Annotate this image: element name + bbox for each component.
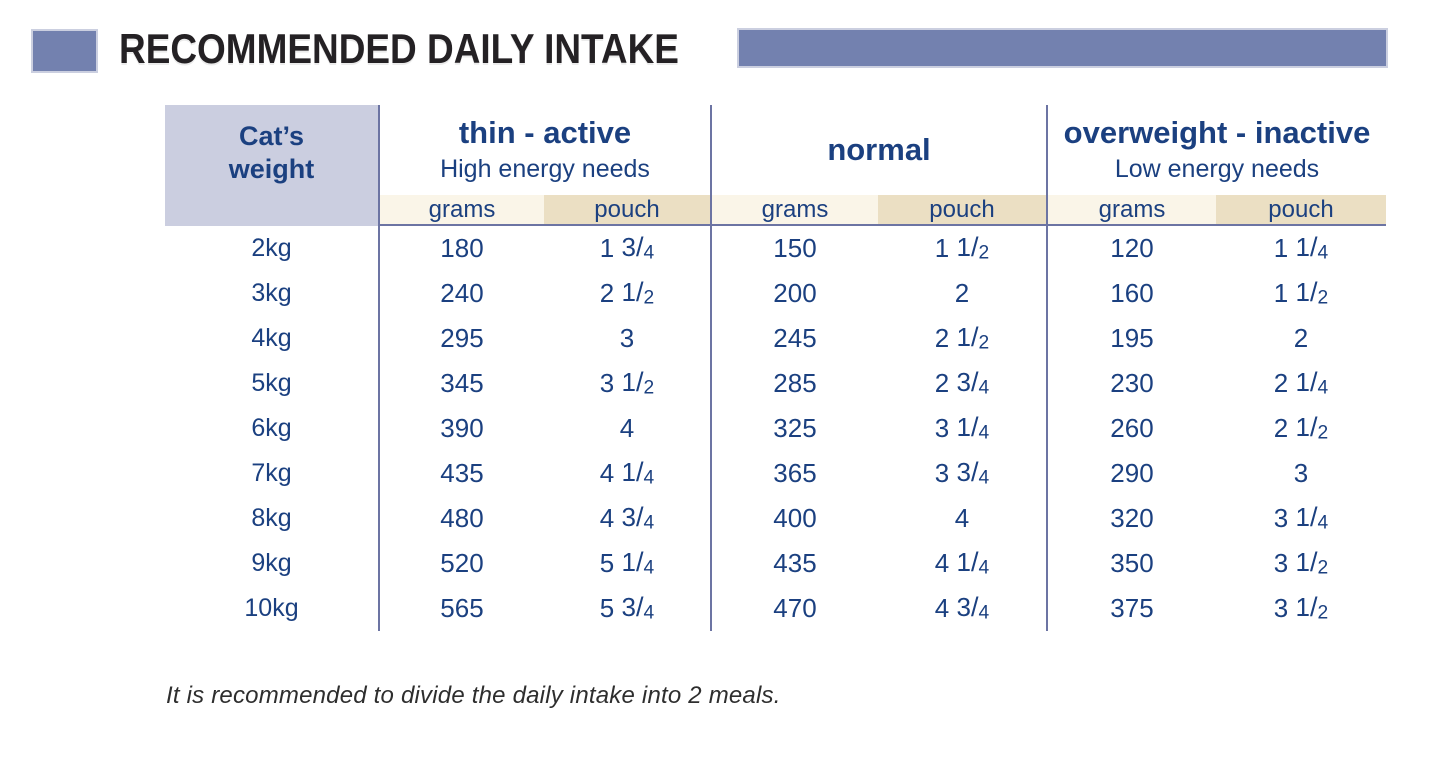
grams-cell: 400 xyxy=(710,496,878,541)
pouch-cell: 3 xyxy=(619,323,635,353)
grams-cell: 565 xyxy=(378,586,544,631)
pouch-cell: 4 1/4 xyxy=(599,457,655,489)
pouch-cell: 2 1/2 xyxy=(1273,412,1329,444)
grams-cell: 260 xyxy=(1046,406,1216,451)
section-subtitle: Low energy needs xyxy=(1114,155,1320,184)
grams-cell: 375 xyxy=(1046,586,1216,631)
grams-cell: 285 xyxy=(710,361,878,406)
grams-cell: 295 xyxy=(378,316,544,361)
grams-cell: 180 xyxy=(378,226,544,271)
pouch-cell: 1 1/4 xyxy=(1273,232,1329,264)
pouch-cell: 1 1/2 xyxy=(1273,277,1329,309)
pouch-cell: 2 3/4 xyxy=(934,367,990,399)
weight-header-line1: Cat’s xyxy=(238,121,305,152)
pouch-cell: 4 xyxy=(954,503,970,533)
section-header-normal: normal xyxy=(710,105,1046,195)
section-header-thin-active: thin - active High energy needs xyxy=(378,105,710,195)
weight-header-line2: weight xyxy=(228,153,315,184)
grams-cell: 150 xyxy=(710,226,878,271)
page-title: RECOMMENDED DAILY INTAKE xyxy=(119,25,679,72)
pouch-cell: 2 xyxy=(954,278,970,308)
weight-cell: 7kg xyxy=(251,459,292,487)
grams-cell: 230 xyxy=(1046,361,1216,406)
footer-note: It is recommended to divide the daily in… xyxy=(166,682,781,709)
grams-cell: 350 xyxy=(1046,541,1216,586)
grams-column-header: grams xyxy=(710,195,878,226)
pouch-cell: 4 xyxy=(619,413,635,443)
pouch-cell: 4 3/4 xyxy=(599,502,655,534)
weight-cell: 9kg xyxy=(251,549,292,577)
pouch-cell: 2 1/2 xyxy=(934,322,990,354)
weight-cell: 2kg xyxy=(251,234,292,262)
pouch-cell: 3 1/4 xyxy=(934,412,990,444)
grams-cell: 320 xyxy=(1046,496,1216,541)
weight-cell: 6kg xyxy=(251,414,292,442)
pouch-cell: 3 xyxy=(1293,458,1309,488)
weight-cell: 5kg xyxy=(251,369,292,397)
grams-cell: 520 xyxy=(378,541,544,586)
grams-cell: 240 xyxy=(378,271,544,316)
pouch-cell: 2 1/4 xyxy=(1273,367,1329,399)
pouch-cell: 1 1/2 xyxy=(934,232,990,264)
grams-cell: 345 xyxy=(378,361,544,406)
weight-cell: 8kg xyxy=(251,504,292,532)
grams-cell: 325 xyxy=(710,406,878,451)
grams-cell: 245 xyxy=(710,316,878,361)
pouch-cell: 2 xyxy=(1293,323,1309,353)
section-header-overweight-inactive: overweight - inactive Low energy needs xyxy=(1046,105,1386,195)
weight-cell: 3kg xyxy=(251,279,292,307)
section-title: thin - active xyxy=(458,114,632,150)
grams-cell: 200 xyxy=(710,271,878,316)
pouch-cell: 4 3/4 xyxy=(934,592,990,624)
title-accent-square xyxy=(31,29,98,73)
weight-cell: 4kg xyxy=(251,324,292,352)
grams-cell: 390 xyxy=(378,406,544,451)
grams-cell: 480 xyxy=(378,496,544,541)
section-title: overweight - inactive xyxy=(1063,114,1371,150)
pouch-column-header: pouch xyxy=(1216,195,1386,226)
grams-cell: 435 xyxy=(710,541,878,586)
pouch-cell: 3 3/4 xyxy=(934,457,990,489)
grams-cell: 120 xyxy=(1046,226,1216,271)
pouch-column-header: pouch xyxy=(544,195,710,226)
pouch-cell: 3 1/2 xyxy=(1273,547,1329,579)
weight-column-header: Cat’s weight xyxy=(165,105,378,226)
grams-cell: 160 xyxy=(1046,271,1216,316)
pouch-cell: 3 1/2 xyxy=(599,367,655,399)
pouch-cell: 2 1/2 xyxy=(599,277,655,309)
pouch-cell: 4 1/4 xyxy=(934,547,990,579)
grams-cell: 195 xyxy=(1046,316,1216,361)
pouch-cell: 3 1/4 xyxy=(1273,502,1329,534)
weight-cell: 10kg xyxy=(244,594,299,622)
pouch-cell: 5 1/4 xyxy=(599,547,655,579)
daily-intake-table: Cat’s weight thin - active High energy n… xyxy=(165,105,1386,631)
pouch-column-header: pouch xyxy=(878,195,1046,226)
grams-cell: 290 xyxy=(1046,451,1216,496)
grams-cell: 435 xyxy=(378,451,544,496)
pouch-cell: 1 3/4 xyxy=(599,232,655,264)
grams-column-header: grams xyxy=(378,195,544,226)
pouch-cell: 5 3/4 xyxy=(599,592,655,624)
section-subtitle: High energy needs xyxy=(440,155,650,184)
title-accent-bar xyxy=(737,28,1388,68)
grams-column-header: grams xyxy=(1046,195,1216,226)
grams-cell: 470 xyxy=(710,586,878,631)
pouch-cell: 3 1/2 xyxy=(1273,592,1329,624)
section-title: normal xyxy=(827,131,931,167)
grams-cell: 365 xyxy=(710,451,878,496)
